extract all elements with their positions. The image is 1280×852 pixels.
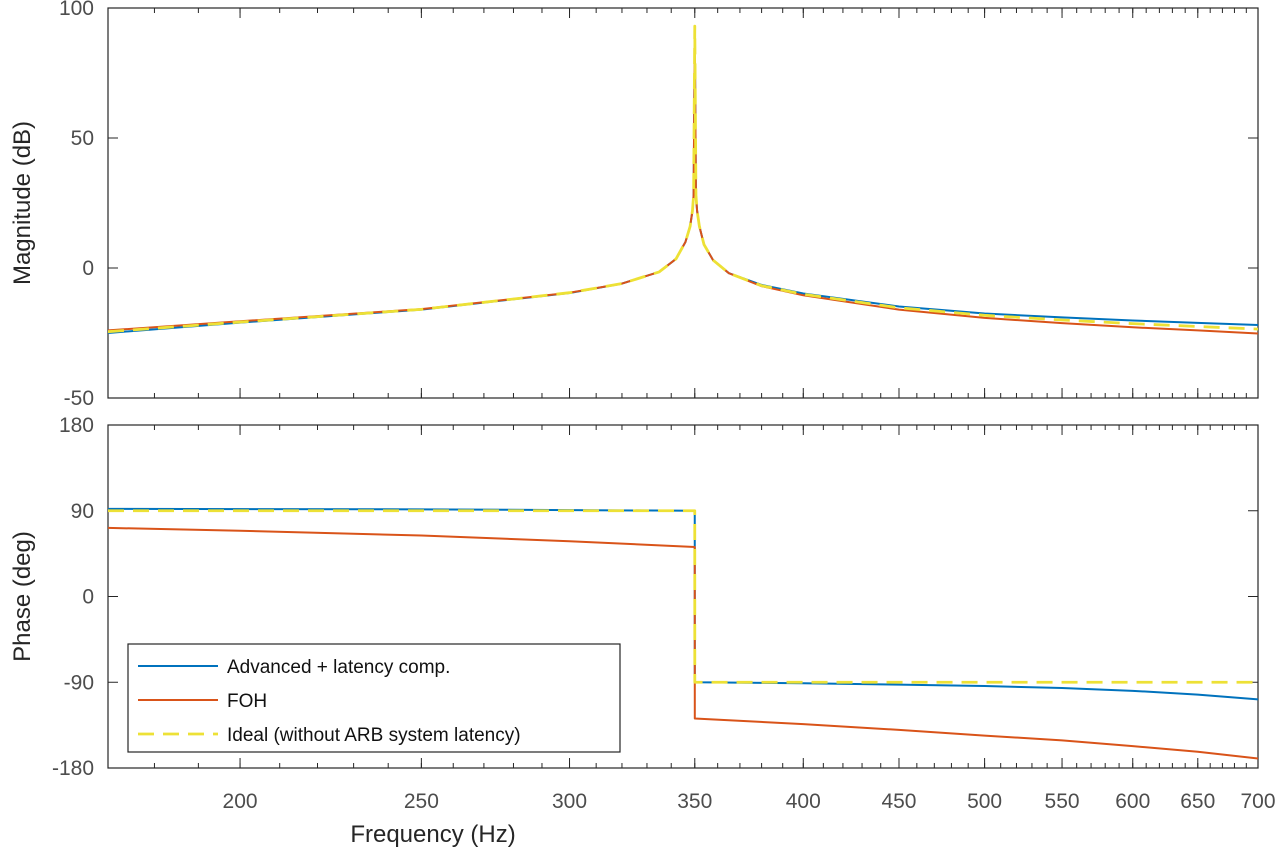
legend: Advanced + latency comp. FOH Ideal (withou… <box>127 643 621 753</box>
phase-x-tick-label: 350 <box>677 790 712 813</box>
phase-x-axis-label: Frequency (Hz) <box>350 821 515 848</box>
phase-x-tick-label: 650 <box>1180 790 1215 813</box>
mag-series-ideal-without-arb-system-latency <box>108 24 1258 334</box>
phase-panel: -180 -90 0 90 180 Phase (deg) 200 250 300 350 400 4… <box>9 414 1276 848</box>
legend-box <box>127 643 621 753</box>
phase-y-tick-label: 180 <box>59 414 94 437</box>
legend-entry-label: FOH <box>227 691 267 712</box>
phase-x-tick-label: 450 <box>881 790 916 813</box>
phase-x-tick-label: 550 <box>1045 790 1080 813</box>
mag-y-axis-label: Magnitude (dB) <box>9 121 36 285</box>
phase-y-axis-label: Phase (deg) <box>9 531 36 662</box>
phase-x-tick-label: 600 <box>1115 790 1150 813</box>
phase-x-tick-label: 250 <box>404 790 439 813</box>
mag-y-tick-label: 0 <box>82 257 94 280</box>
phase-x-tick-label: 500 <box>967 790 1002 813</box>
phase-y-tick-label: 0 <box>82 586 94 609</box>
legend-entry-label: Ideal (without ARB system latency) <box>227 725 521 746</box>
phase-series-advanced-latency-comp <box>108 507 1258 701</box>
phase-x-tick-label: 200 <box>223 790 258 813</box>
phase-series-foh <box>108 526 1258 760</box>
phase-x-tick-label: 700 <box>1240 790 1275 813</box>
phase-series-ideal-without-arb-system-latency <box>108 509 1258 684</box>
phase-y-tick-label: -180 <box>52 757 94 780</box>
mag-y-tick-label: 100 <box>59 0 94 20</box>
phase-y-tick-label: -90 <box>64 671 94 694</box>
phase-y-tick-label: 90 <box>71 500 94 523</box>
phase-x-tick-label: 300 <box>552 790 587 813</box>
mag-y-tick-label: 50 <box>71 127 94 150</box>
magnitude-panel: -50 0 50 100 Magnitude (dB) <box>9 0 1259 410</box>
phase-x-tick-label: 400 <box>786 790 821 813</box>
mag-axes-box <box>107 7 1259 399</box>
legend-entry-label: Advanced + latency comp. <box>227 657 450 678</box>
mag-y-tick-label: -50 <box>64 387 94 410</box>
